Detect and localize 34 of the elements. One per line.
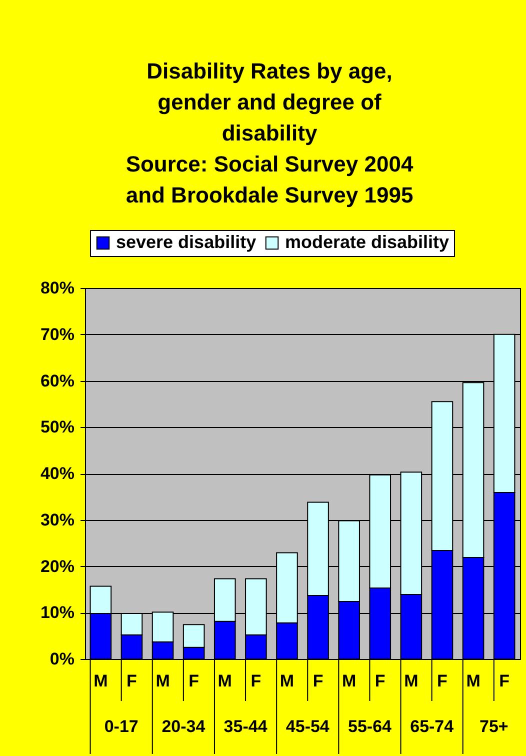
legend-label: moderate disability [285, 232, 450, 252]
y-tick-label: 70% [40, 324, 74, 344]
x-tick-label: M [404, 672, 418, 690]
y-tick-label: 50% [40, 418, 74, 437]
text: 45-54 [286, 717, 330, 736]
x-tick-label: F [250, 672, 262, 690]
text: 75+ [480, 717, 508, 736]
y-tick-label: 30% [40, 510, 74, 530]
x-tick-label: F [126, 672, 137, 690]
text: 20-34 [162, 717, 206, 736]
x-tick-label: F [437, 672, 448, 690]
x-tick-label: M [342, 672, 356, 690]
chart-title: Disability Rates by age, gender and degree of disability [146, 58, 392, 146]
y-tick-label: 40% [40, 464, 74, 483]
x-tick-label: M [156, 672, 170, 690]
y-tick-label: 0% [50, 650, 74, 668]
x-tick-label: M [94, 672, 108, 690]
text: 35-44 [224, 717, 268, 736]
x-tick-label: F [499, 672, 510, 690]
x-tick-label: M [280, 672, 294, 690]
text: 0-17 [104, 717, 138, 736]
text: 55-64 [348, 717, 392, 736]
legend-label: severe disability [116, 232, 256, 252]
y-tick-label: 20% [40, 556, 74, 576]
chart-subtitle: Source: Social Survey 2004 and Brookdale Survey 1995 [126, 152, 414, 208]
y-tick-label: 80% [40, 278, 74, 298]
x-tick-label: F [188, 672, 200, 690]
x-tick-label: M [218, 672, 232, 690]
y-tick-label: 10% [40, 603, 74, 622]
x-tick-label: F [312, 672, 324, 690]
x-tick-label: M [466, 672, 480, 690]
x-tick-label: F [374, 672, 386, 690]
text: 65-74 [410, 717, 454, 736]
y-tick-label: 60% [40, 371, 74, 390]
